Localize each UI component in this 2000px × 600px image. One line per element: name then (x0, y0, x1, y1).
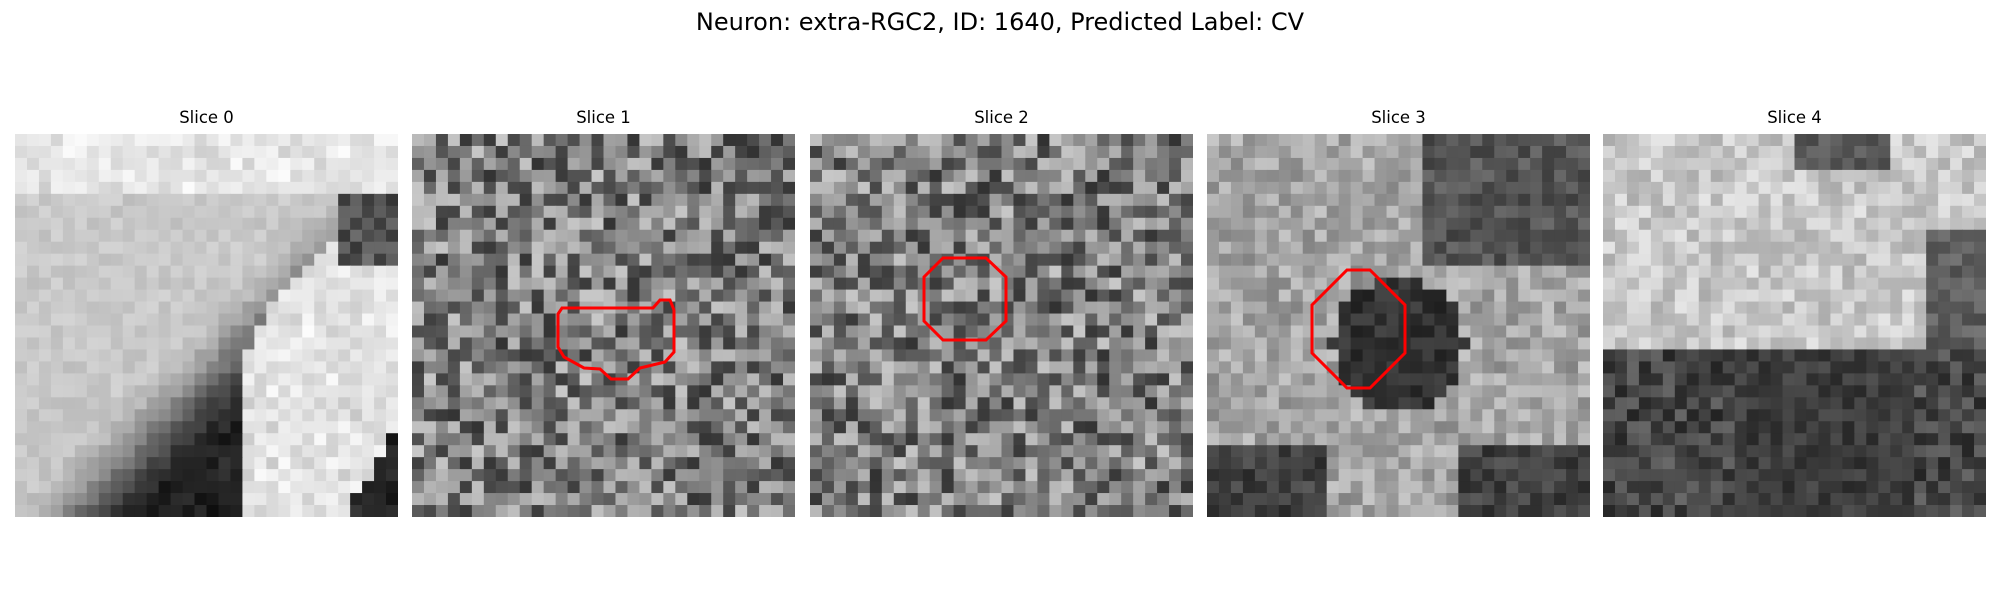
slice-title: Slice 3 (1371, 108, 1426, 127)
figure-title: Neuron: extra-RGC2, ID: 1640, Predicted … (695, 8, 1305, 36)
slice-title: Slice 2 (974, 108, 1029, 127)
slice-panel-3: Slice 3 (1207, 108, 1590, 517)
cell-contour (922, 256, 1008, 342)
cell-contour (556, 298, 676, 381)
slice-panel-4: Slice 4 (1603, 108, 1986, 517)
slice-title: Slice 0 (179, 108, 234, 127)
slice-image (1207, 134, 1590, 517)
slice-image (15, 134, 398, 517)
slice-image (810, 134, 1193, 517)
slice-panel-1: Slice 1 (412, 108, 795, 517)
slice-image (412, 134, 795, 517)
slice-title: Slice 1 (576, 108, 631, 127)
slice-panel-0: Slice 0 (15, 108, 398, 517)
slice-title: Slice 4 (1767, 108, 1822, 127)
slice-panel-2: Slice 2 (810, 108, 1193, 517)
slice-image (1603, 134, 1986, 517)
cell-contour (1310, 268, 1407, 390)
